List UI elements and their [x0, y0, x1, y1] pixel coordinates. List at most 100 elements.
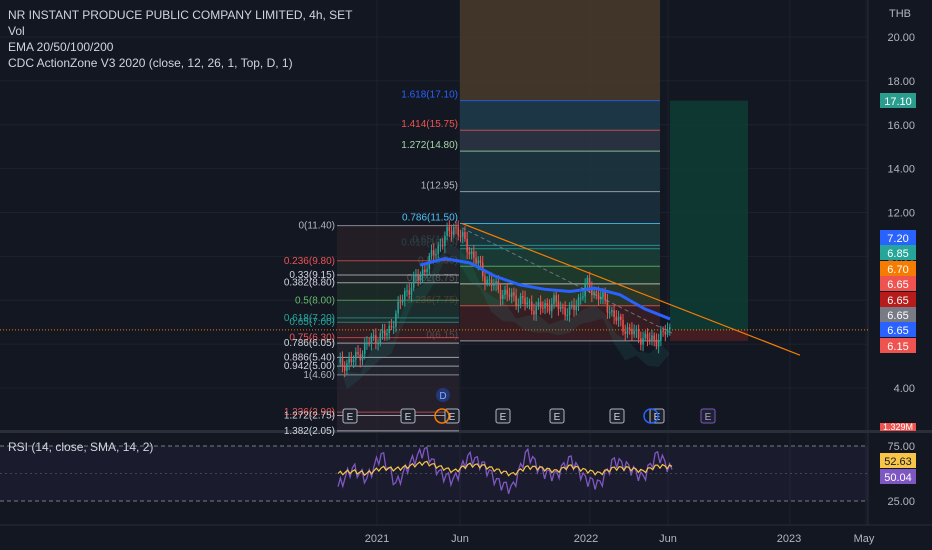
- price-badge-bg: [880, 307, 916, 322]
- candle-body: [648, 339, 651, 341]
- candle-body: [624, 331, 627, 334]
- rsi-badge-bg: [880, 469, 916, 484]
- earnings-marker-letter: E: [405, 412, 412, 423]
- candle-body: [359, 354, 362, 361]
- y-axis-tick-label: 14.00: [887, 164, 915, 176]
- rsi-ma-line: [337, 460, 673, 477]
- volume-badge-bg: [880, 423, 916, 431]
- candle-body: [646, 333, 649, 340]
- fib-level-label: 0.65(7.00): [289, 317, 335, 328]
- fib-zone: [337, 282, 459, 301]
- fib-level-label: 1.272(2.75): [284, 410, 335, 421]
- x-axis-tick-label: 2023: [777, 533, 801, 545]
- price-badge-bg: [880, 338, 916, 353]
- fib-level-label: 1.382(2.05): [284, 426, 335, 437]
- candle-body: [441, 244, 444, 246]
- candle-body: [350, 358, 353, 363]
- candle-body: [640, 338, 642, 345]
- candle-body: [564, 307, 566, 316]
- candle-body: [501, 294, 504, 300]
- candle-body: [517, 304, 520, 306]
- candle-body: [506, 289, 509, 295]
- candle-body: [544, 303, 546, 309]
- candle-body: [455, 227, 457, 229]
- candle-body: [530, 301, 533, 311]
- candle-body: [539, 302, 542, 308]
- dividend-marker-letter: D: [439, 391, 446, 402]
- x-axis-tick-label: Jun: [659, 533, 677, 545]
- candle-body: [522, 295, 524, 298]
- price-badge-text: 17.10: [884, 96, 912, 108]
- candle-body: [524, 297, 526, 305]
- fib-level-label: 1.414(15.75): [401, 119, 458, 130]
- y-axis-tick-label: 16.00: [887, 120, 915, 132]
- x-axis-tick-label: May: [854, 533, 875, 545]
- candle-body: [660, 330, 662, 341]
- candle-body: [571, 304, 573, 307]
- fib-level-label: 0.618(7.20): [284, 313, 335, 324]
- candle-body: [593, 291, 595, 296]
- rsi-axis-tick-label: 25.00: [887, 496, 915, 508]
- fib-zone: [460, 283, 660, 306]
- earnings-marker: E: [400, 408, 416, 424]
- candle-body: [379, 333, 382, 344]
- fib-level-label: 0(11.40): [298, 221, 335, 232]
- fib-level-label: 0.886(5.40): [284, 352, 335, 363]
- candle-body: [597, 292, 600, 300]
- candle-body: [343, 366, 346, 371]
- candle-body: [370, 335, 373, 344]
- candle-body: [579, 297, 582, 299]
- price-badge-bg: [880, 230, 916, 245]
- candle-body: [404, 290, 406, 301]
- candle-body: [510, 292, 513, 297]
- candle-body: [562, 306, 564, 308]
- candle-body: [357, 351, 359, 355]
- price-badge-bg: [880, 322, 916, 337]
- candle-body: [484, 276, 486, 284]
- fib-level-label: 0.5(8.00): [295, 295, 335, 306]
- fib-level-label: 0.786(11.50): [402, 212, 458, 223]
- rsi-badge-text: 52.63: [884, 456, 912, 468]
- price-badge-text: 6.70: [887, 264, 908, 276]
- x-axis-tick-label: Jun: [451, 533, 469, 545]
- price-badge-text: 6.65: [887, 279, 908, 291]
- candle-body: [519, 295, 522, 305]
- candle-body: [575, 306, 578, 310]
- candle-body: [459, 235, 462, 237]
- earnings-marker-letter: E: [705, 412, 712, 423]
- candle-body: [424, 269, 426, 273]
- price-badge-text: 6.65: [887, 325, 908, 337]
- candle-body: [453, 227, 455, 235]
- candle-body: [555, 295, 557, 302]
- earnings-marker-letter: E: [614, 412, 621, 423]
- fib-zone: [460, 248, 660, 267]
- candle-body: [655, 339, 658, 347]
- candle-body: [657, 340, 660, 347]
- candle-body: [461, 232, 464, 237]
- fib-level-label: 1.236(2.90): [284, 407, 335, 418]
- candle-body: [446, 226, 448, 236]
- rsi-band: [0, 446, 868, 501]
- candle-body: [419, 275, 422, 281]
- price-badge: 6.65: [880, 276, 916, 291]
- price-badge: 17.10: [880, 93, 916, 108]
- earnings-marker-box: [549, 408, 565, 424]
- price-badge: 7.20: [880, 230, 916, 245]
- price-badge: 6.65: [880, 322, 916, 337]
- candle-body: [450, 231, 453, 235]
- rsi-badge-bg: [880, 453, 916, 468]
- candle-body: [508, 294, 511, 297]
- candle-body: [637, 329, 640, 339]
- candle-body: [410, 287, 413, 295]
- candle-body: [495, 281, 497, 285]
- candle-body: [457, 227, 460, 236]
- candle-body: [464, 232, 466, 239]
- fib-zone: [460, 130, 660, 152]
- price-badge-bg: [880, 292, 916, 307]
- volume-badge-text: 1.329M: [883, 422, 913, 432]
- earnings-marker-letter: E: [554, 412, 561, 423]
- candle-body: [626, 327, 629, 334]
- candle-body: [439, 244, 442, 246]
- candle-body: [348, 358, 350, 364]
